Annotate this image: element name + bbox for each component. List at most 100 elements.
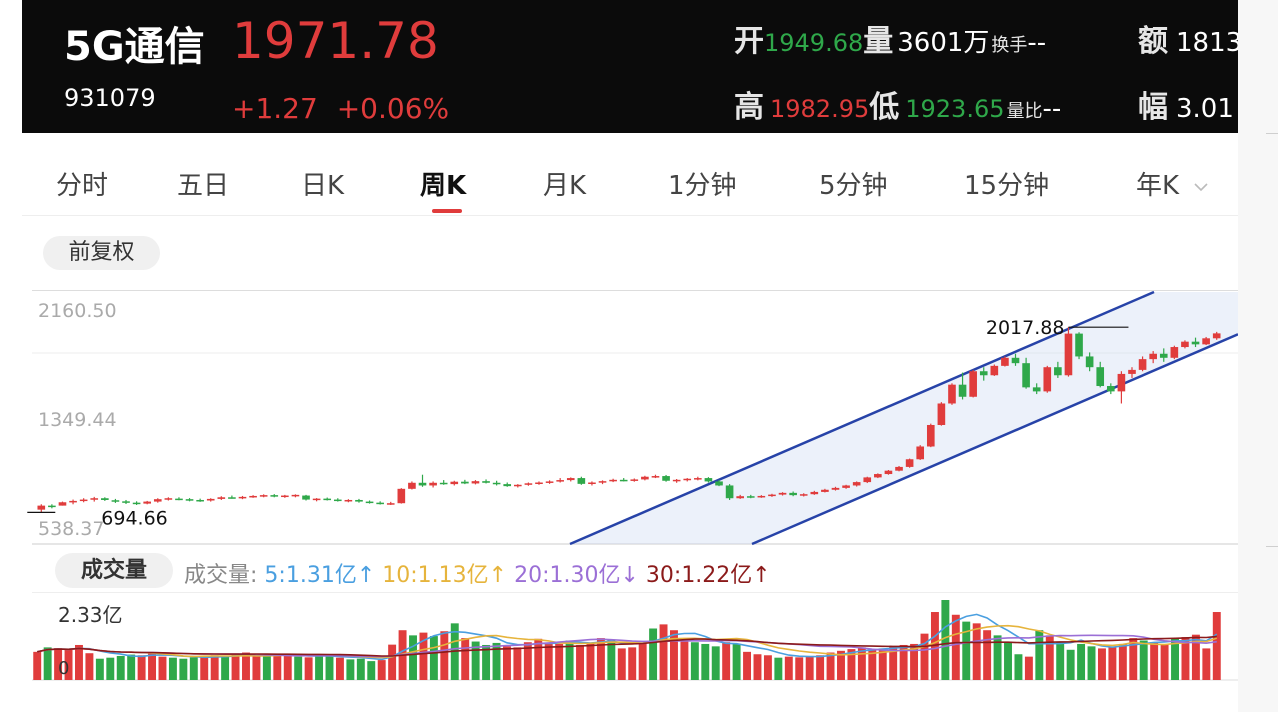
volume-bar [1108,647,1117,680]
candle-body [217,497,226,499]
volume-bar [1181,637,1190,680]
adjust-button[interactable]: 前复权 [43,236,160,270]
volume-bar [127,654,136,680]
tab-weekly-k[interactable]: 周K [420,171,467,201]
active-tab-indicator [432,209,462,213]
volume-bar [283,654,292,680]
candle-body [524,483,533,485]
max-price-label: 2017.88 [986,317,1065,339]
volume-bar [638,642,647,680]
candle-body [291,494,300,497]
chevron-down-icon [1194,182,1208,191]
candle-body [937,403,946,425]
candle-body [90,498,99,500]
volume-bar [649,628,658,680]
high-value: 1982.95 [770,95,870,123]
volume-bar [262,655,271,680]
candle-body [175,498,183,501]
volume-bar [64,649,73,680]
trend-channel-fill [570,292,1238,544]
amplitude-label: 幅 [1138,90,1168,125]
volume-bar [534,638,543,680]
turnover-label: 换手 [991,35,1028,56]
candle-body [789,492,797,496]
candle-body [535,482,543,485]
tab-monthly-k[interactable]: 月K [543,171,587,201]
candle-body [333,499,342,502]
volume-bar [1056,641,1065,680]
candle-body [281,495,289,498]
volume-bar [429,636,438,680]
volume-bar [930,612,939,680]
volume-bar [1160,644,1169,680]
tab-yearly-k[interactable]: 年K [1136,165,1209,202]
volume-bar [189,657,198,680]
volume-bar [722,642,731,680]
candle-body [270,495,279,497]
volume-bar [1045,635,1054,680]
volume-bar [1066,649,1075,680]
volume-bar [1004,642,1012,680]
candle-body [694,478,702,480]
candle-body [164,498,173,500]
volume-bar [816,655,825,680]
candle-body [122,501,130,503]
volume-bar [461,638,470,680]
candle-body [206,498,215,501]
candle-body [1032,387,1041,392]
candle-body [408,482,416,489]
volume-bar [523,642,532,680]
candle-body [323,498,332,501]
index-code: 931079 [64,84,156,112]
candle-body [609,479,617,482]
tab-five-day[interactable]: 五日 [177,171,230,201]
open-value: 1949.68 [764,29,864,57]
candle-body [662,476,670,481]
volume-bar [837,650,845,680]
tab-intraday[interactable]: 分时 [56,171,109,201]
candle-body [683,478,692,481]
volume-bar [1087,646,1096,680]
candle-body [376,502,384,505]
volume-bar [826,652,835,680]
volume-bar [1024,656,1033,680]
volume-value: 3601万 [897,28,990,58]
period-tabs: 分时 五日 日K 周K 月K 1分钟 5分钟 15分钟 年K [22,133,1238,216]
tab-15-minute[interactable]: 15分钟 [964,171,1050,201]
candle-body [831,487,840,490]
candle-body [619,479,628,482]
candle-body [69,500,77,503]
volume-bar [85,653,94,680]
candle-body [461,481,469,484]
volume-bar [294,656,303,680]
candle-body [979,371,988,376]
trend-channel-upper-line [569,290,1155,546]
tab-daily-k[interactable]: 日K [301,171,345,201]
candle-body [386,503,395,505]
volume-ma30-line [37,635,1217,657]
amount-value: 1813 [1176,28,1238,58]
candle-body [852,482,861,486]
tab-1-minute[interactable]: 1分钟 [668,171,737,201]
candle-body [736,496,744,499]
candle-body [355,499,363,502]
candle-body [153,499,162,502]
volume-bar [753,654,762,680]
edge-tick [1266,133,1278,134]
volume-bar [993,635,1002,680]
y-axis-label: 1349.44 [38,409,117,431]
volume-button[interactable]: 成交量 [55,553,173,588]
volume-bar [732,643,741,680]
candle-body [757,495,766,498]
candle-body [556,480,564,482]
candle-body [58,502,67,506]
candle-body [704,478,713,482]
candle-body [132,502,141,505]
volume-bar [920,633,929,680]
candle-body [1149,353,1157,360]
candlestick-chart: 2160.50 1349.44 538.37 2017.88 694.66 [27,290,1238,546]
tab-5-minute[interactable]: 5分钟 [819,171,888,201]
candle-body [863,477,872,483]
volume-zero-label: 0 [58,658,69,679]
volume-bar [586,642,595,680]
